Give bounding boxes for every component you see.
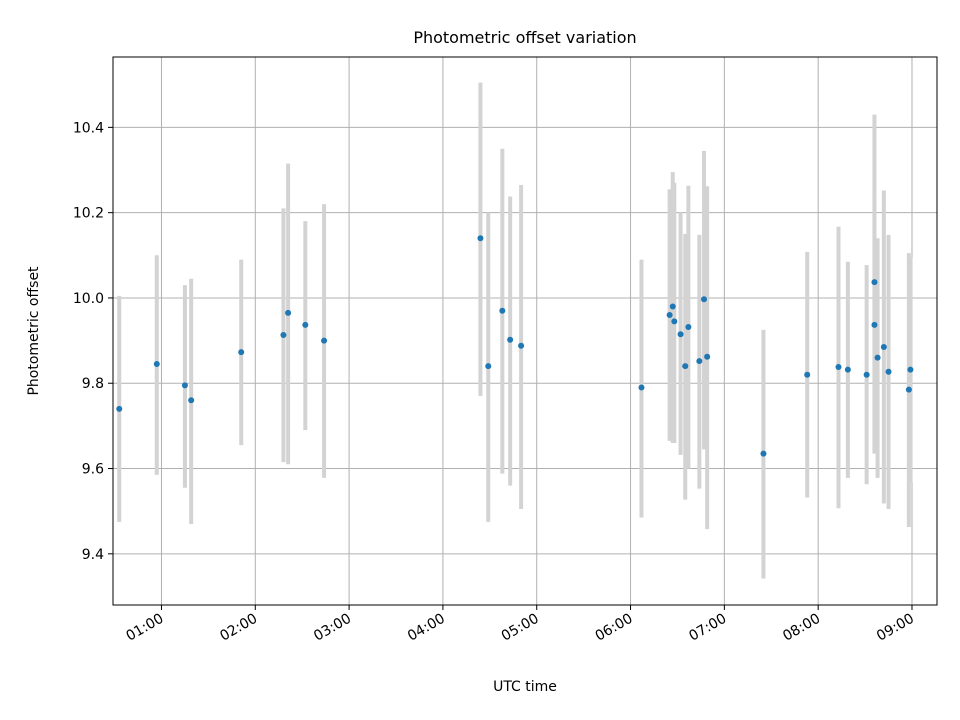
data-point xyxy=(905,386,912,393)
data-point xyxy=(238,349,245,356)
data-point xyxy=(677,331,684,338)
data-point xyxy=(871,321,878,328)
data-point xyxy=(844,366,851,373)
y-tick-label: 10.4 xyxy=(73,120,104,136)
data-point xyxy=(499,307,506,314)
data-point xyxy=(485,363,492,370)
data-point xyxy=(835,364,842,371)
data-point xyxy=(285,309,292,316)
y-axis: 9.4 9.6 9.8 10.0 10.2 10.4 xyxy=(73,120,113,563)
y-tick-label: 10.2 xyxy=(73,206,104,222)
data-point xyxy=(477,235,484,242)
data-point xyxy=(280,332,287,339)
data-point xyxy=(321,337,328,344)
data-point xyxy=(804,371,811,378)
data-point xyxy=(907,366,914,373)
data-point xyxy=(518,342,525,349)
data-point xyxy=(116,405,123,412)
data-point xyxy=(181,382,188,389)
y-tick-label: 9.4 xyxy=(82,547,104,563)
y-tick-label: 10.0 xyxy=(73,291,104,307)
data-point xyxy=(188,397,195,404)
data-point xyxy=(302,321,309,328)
data-point xyxy=(874,354,881,361)
data-point xyxy=(685,323,692,330)
data-point xyxy=(880,343,887,350)
data-point xyxy=(507,336,514,343)
data-point xyxy=(682,363,689,370)
data-point xyxy=(885,368,892,375)
data-point xyxy=(696,358,703,365)
data-point xyxy=(863,371,870,378)
chart-title: Photometric offset variation xyxy=(413,28,636,47)
data-point xyxy=(704,353,711,360)
y-tick-label: 9.8 xyxy=(82,376,104,392)
data-point xyxy=(153,361,160,368)
data-point xyxy=(669,303,676,310)
grid xyxy=(113,57,937,605)
data-point xyxy=(760,450,767,457)
plot-area-frame xyxy=(112,56,938,606)
data-point xyxy=(671,318,678,325)
data-point xyxy=(871,279,878,286)
x-axis-label: UTC time xyxy=(493,679,557,695)
data-point xyxy=(701,296,708,303)
y-axis-label: Photometric offset xyxy=(26,266,42,396)
data-points xyxy=(116,235,914,457)
y-tick-label: 9.6 xyxy=(82,462,104,478)
data-point xyxy=(638,384,645,391)
data-point xyxy=(666,312,673,319)
